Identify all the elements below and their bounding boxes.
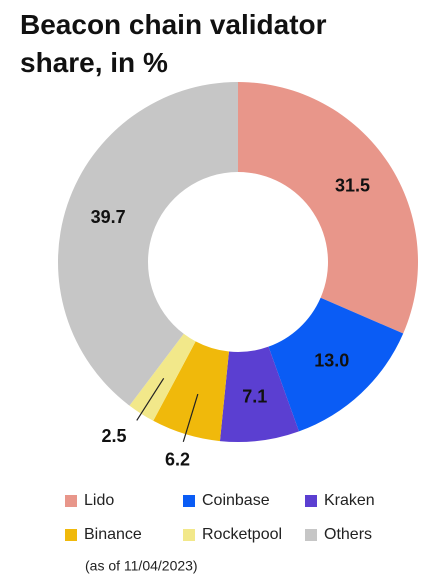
- data-label: 13.0: [314, 351, 349, 371]
- data-label: 39.7: [91, 207, 126, 227]
- data-label: 31.5: [335, 176, 370, 196]
- legend-swatch: [305, 529, 317, 541]
- data-label: 6.2: [165, 450, 190, 470]
- legend-label: Rocketpool: [202, 526, 282, 543]
- donut-segment: [238, 82, 418, 334]
- data-label: 7.1: [242, 387, 267, 407]
- legend-label: Binance: [84, 526, 142, 543]
- chart-title: Beacon chain validator share, in %: [20, 9, 327, 78]
- legend-swatch: [183, 529, 195, 541]
- leader-line: [136, 377, 165, 421]
- legend-label: Others: [324, 526, 372, 543]
- data-label: 2.5: [101, 426, 126, 446]
- leader-line: [182, 393, 199, 443]
- legend-label: Kraken: [324, 492, 375, 509]
- donut-segment: [129, 333, 196, 421]
- legend-swatch: [183, 495, 195, 507]
- legend-label: Lido: [84, 492, 114, 509]
- donut-segment: [219, 346, 299, 443]
- footnote: (as of 11/04/2023): [85, 558, 198, 574]
- donut-segment: [153, 341, 229, 442]
- donut-segment: [58, 82, 239, 406]
- legend-swatch: [305, 495, 317, 507]
- legend-swatch: [65, 529, 77, 541]
- legend-label: Coinbase: [202, 492, 270, 509]
- donut-segment: [268, 297, 404, 432]
- legend-swatch: [65, 495, 77, 507]
